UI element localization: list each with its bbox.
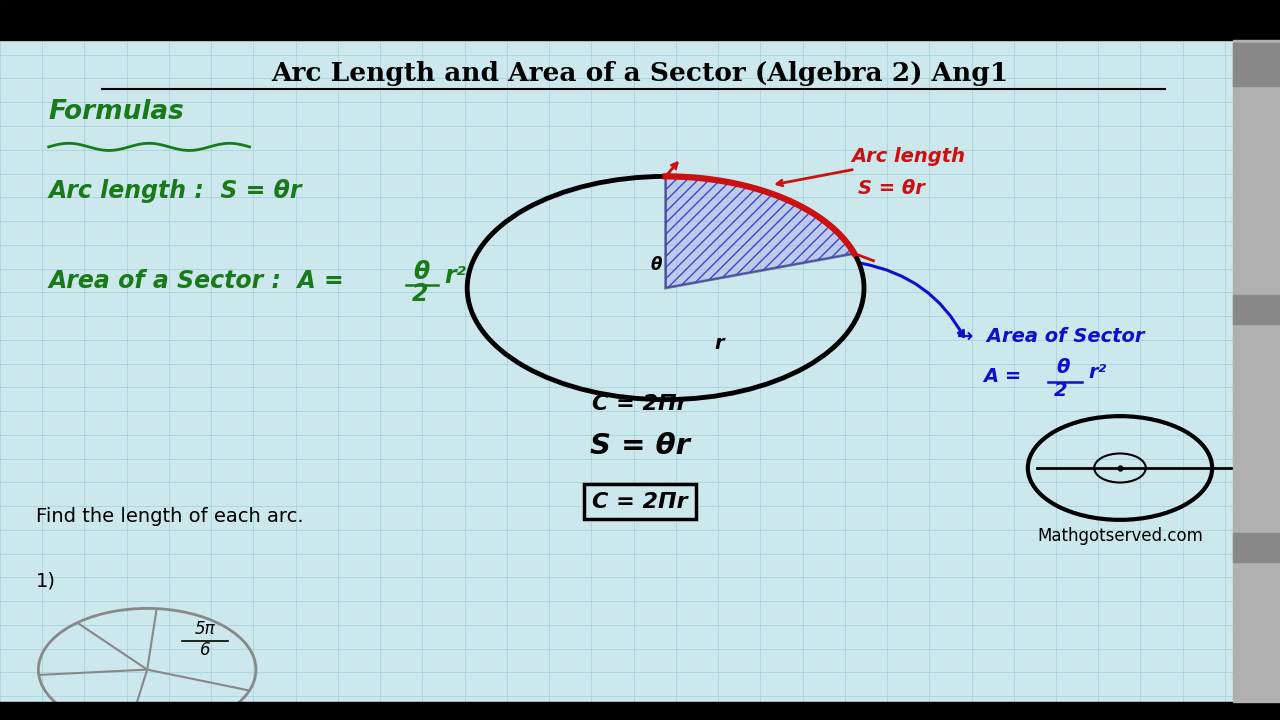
Text: Formulas: Formulas — [49, 99, 184, 125]
Text: Mathgotserved.com: Mathgotserved.com — [1037, 528, 1203, 546]
Wedge shape — [666, 176, 854, 288]
Text: Arc Length and Area of a Sector (Algebra 2) Ang1: Arc Length and Area of a Sector (Algebra… — [271, 61, 1009, 86]
Bar — [1233, 295, 1280, 324]
Text: Area of a Sector :  A =: Area of a Sector : A = — [49, 269, 353, 293]
Text: θ = 2π: θ = 2π — [1251, 438, 1280, 456]
Text: 1): 1) — [36, 572, 56, 591]
Text: A =: A = — [983, 366, 1028, 386]
Text: 5π: 5π — [195, 620, 215, 638]
Text: r = r: r = r — [1251, 469, 1280, 487]
Text: S = θr: S = θr — [858, 179, 924, 199]
Text: S = θr: S = θr — [590, 431, 690, 459]
Text: θ: θ — [1056, 358, 1069, 377]
Text: Find the length of each arc.: Find the length of each arc. — [36, 507, 303, 526]
Bar — [1233, 40, 1280, 702]
Bar — [1233, 533, 1280, 562]
Text: r²: r² — [1088, 363, 1106, 382]
Text: 2: 2 — [412, 282, 429, 306]
Text: θ: θ — [413, 261, 430, 284]
Text: r: r — [714, 334, 724, 354]
Bar — [0, 0, 1280, 40]
Text: C = 2Πr: C = 2Πr — [593, 492, 687, 512]
Text: θ: θ — [650, 256, 662, 274]
Text: →  Area of Sector: → Area of Sector — [957, 327, 1144, 346]
Text: 6: 6 — [200, 642, 210, 660]
Bar — [1233, 43, 1280, 86]
Text: C = 2Πr: C = 2Πr — [593, 395, 687, 415]
Text: Arc length: Arc length — [851, 147, 965, 166]
Bar — [0, 702, 1280, 720]
Text: 2: 2 — [1053, 381, 1068, 400]
Text: r²: r² — [444, 264, 466, 288]
Text: Arc length :  S = θr: Arc length : S = θr — [49, 179, 302, 203]
